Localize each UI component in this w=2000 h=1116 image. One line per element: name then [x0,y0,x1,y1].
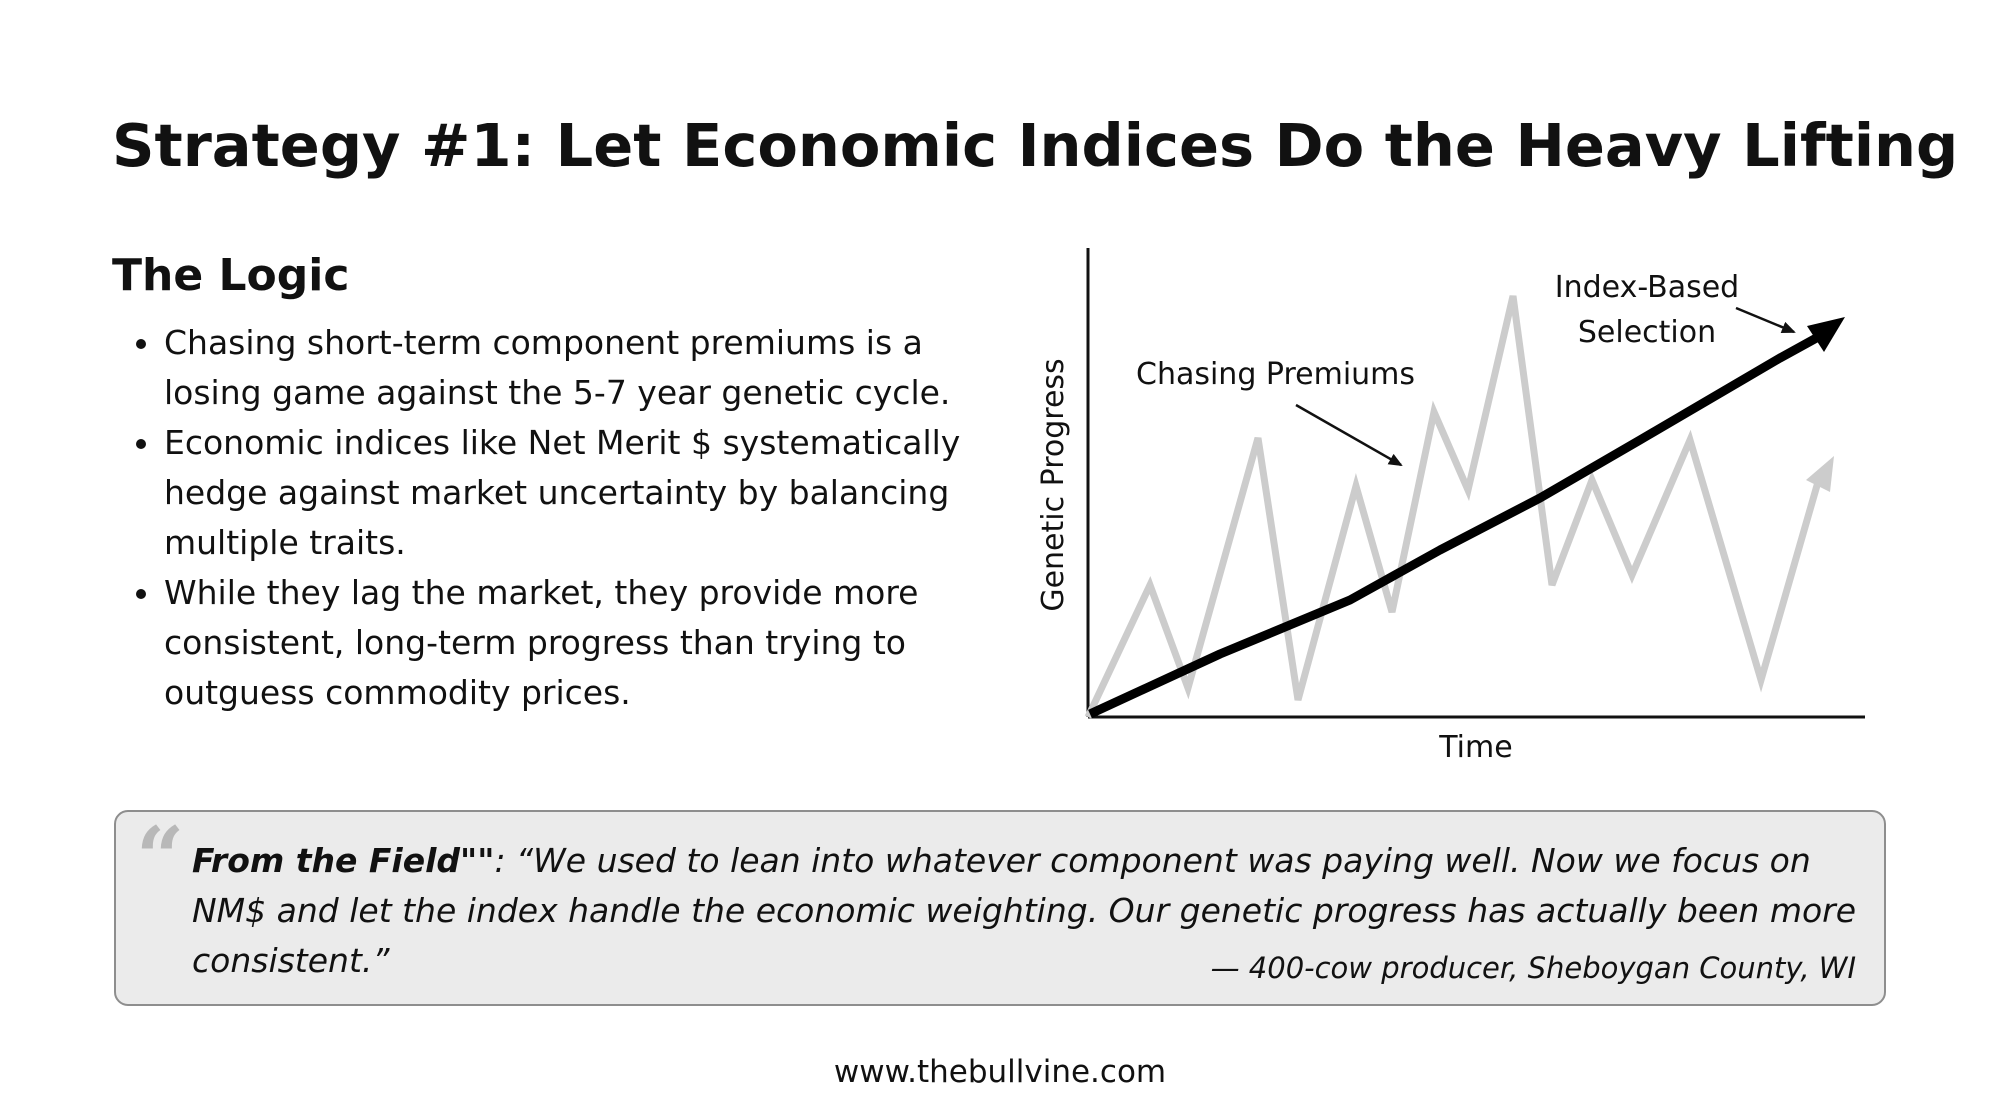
logic-heading: The Logic [112,250,350,301]
y-axis-label: Genetic Progress [1036,358,1071,611]
x-axis-label: Time [1438,730,1512,765]
quote-text: From the Field"": “We used to lean into … [192,836,1872,986]
logic-bullet-item: Economic indices like Net Merit $ system… [112,418,992,568]
index-selection-pointer [1735,306,1796,334]
index-based-label-line1: Index-Based [1555,270,1739,305]
quote-attribution: — 400-cow producer, Sheboygan County, WI [1210,951,1856,985]
footer-url[interactable]: www.thebullvine.com [833,1054,1167,1090]
chasing-premiums-label: Chasing Premiums [1136,357,1415,392]
logic-bullet-item: While they lag the market, they provide … [112,568,992,718]
index-based-selection-arrowhead [1807,317,1845,352]
slide-title: Strategy #1: Let Economic Indices Do the… [112,111,1959,180]
chasing-premiums-line [1084,295,1824,719]
field-quote-box: “ From the Field"": “We used to lean int… [114,808,1886,1006]
logic-bullet-list: Chasing short-term component premiums is… [112,318,992,718]
chasing-premiums-pointer [1295,403,1403,467]
index-based-selection-line [1088,332,1823,719]
index-based-label-line2: Selection [1578,315,1716,350]
quote-icon: “ [136,808,185,907]
quote-body: “We used to lean into whatever component… [192,841,1857,980]
chasing-premiums-arrowhead [1806,456,1834,492]
logic-bullet-item: Chasing short-term component premiums is… [112,318,992,418]
quote-colon: : [494,841,517,880]
genetic-progress-diagram: Genetic Progress Time Chasing Premiums I… [1036,248,1865,765]
quote-label: From the Field"" [192,841,495,880]
